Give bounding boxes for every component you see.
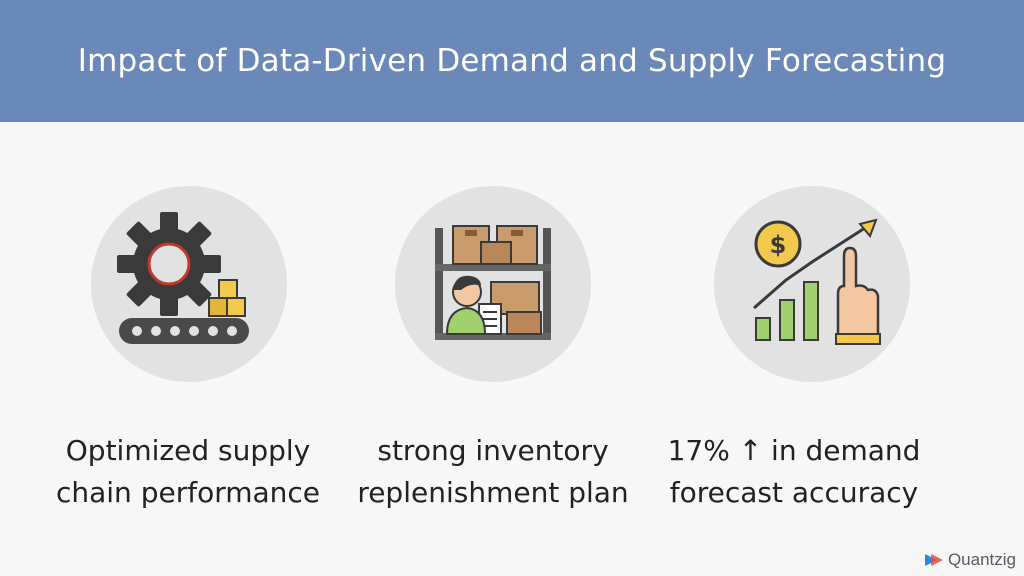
caption-inventory: strong inventory replenishment plan [343, 430, 643, 514]
caption-line: replenishment plan [357, 476, 629, 509]
caption-line: forecast accuracy [669, 476, 919, 509]
caption-line: Optimized supply [65, 434, 311, 467]
card-supply-chain [89, 186, 289, 382]
header-banner: Impact of Data-Driven Demand and Supply … [0, 0, 1024, 122]
growth-chart-icon: $ [753, 218, 881, 345]
card-inventory [393, 186, 593, 382]
caption-line: strong inventory [377, 434, 609, 467]
caption-supply-chain: Optimized supply chain performance [38, 430, 338, 514]
icon-circle [395, 186, 591, 382]
card-forecast: $ [712, 186, 912, 382]
caption-line: 17% ↑ in demand [667, 434, 921, 467]
gear-conveyor-icon [117, 212, 249, 344]
warehouse-worker-icon [435, 225, 551, 340]
logo-text: Quantzig [947, 550, 1016, 569]
caption-forecast: 17% ↑ in demand forecast accuracy [644, 430, 944, 514]
svg-text:$: $ [770, 231, 787, 259]
caption-line: chain performance [55, 476, 321, 509]
quantzig-logo-icon [924, 554, 943, 566]
icon-circle: $ [714, 186, 910, 382]
quantzig-logo: Quantzig [924, 550, 1016, 570]
page-title: Impact of Data-Driven Demand and Supply … [77, 43, 947, 79]
icon-circle [91, 186, 287, 382]
